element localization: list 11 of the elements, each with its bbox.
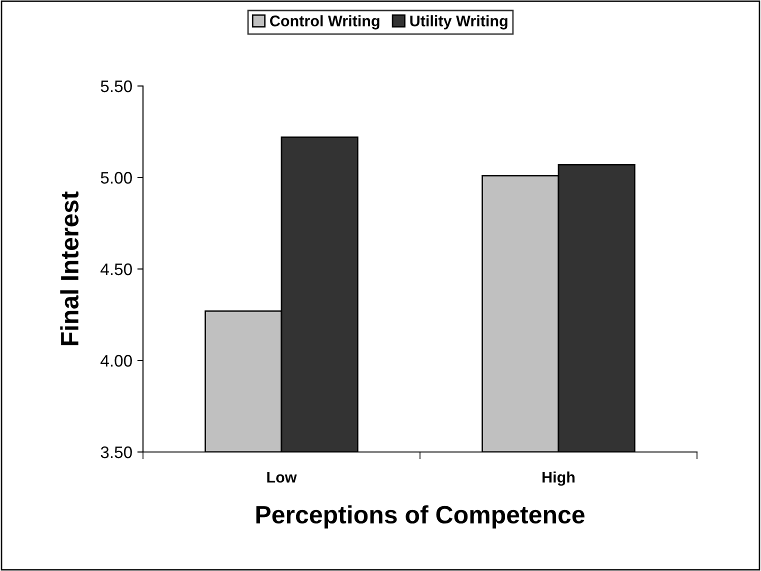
y-tick-label: 5.50 bbox=[100, 80, 132, 92]
y-tick-label: 3.50 bbox=[100, 446, 132, 458]
legend-label: Control Writing bbox=[270, 15, 380, 30]
y-axis-title: Final Interest bbox=[60, 192, 79, 346]
y-tick-label: 4.00 bbox=[100, 354, 132, 367]
x-tick-label: Low bbox=[267, 472, 297, 483]
legend-label: Utility Writing bbox=[410, 15, 508, 30]
x-axis-title: Perceptions of Competence bbox=[256, 505, 584, 528]
y-tick-label: 5.00 bbox=[100, 172, 132, 184]
x-tick-label: High bbox=[542, 471, 575, 486]
y-tick-label: 4.50 bbox=[100, 263, 132, 276]
